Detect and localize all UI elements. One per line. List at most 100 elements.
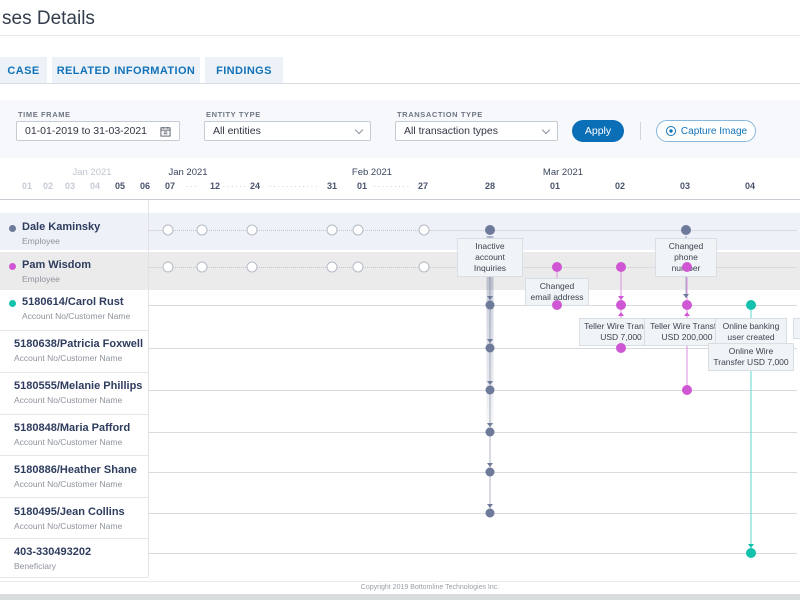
event-dot-online-banking[interactable] <box>746 300 756 310</box>
entity-subtitle: Employee <box>22 236 60 246</box>
tab-findings[interactable]: FINDINGS <box>205 57 283 84</box>
event-dot[interactable] <box>485 343 495 353</box>
time-frame-value: 01-01-2019 to 31-03-2021 <box>25 125 148 137</box>
row-separator <box>0 372 148 373</box>
bottom-strip <box>0 594 800 600</box>
tab-related-information-label: RELATED INFORMATION <box>56 64 196 77</box>
arrow-down-icon <box>487 463 493 467</box>
event-dot[interactable] <box>616 300 626 310</box>
day-tick: 03 <box>679 181 691 191</box>
row-separator <box>0 577 148 578</box>
timeline-event-circle[interactable] <box>418 224 430 236</box>
entity-name[interactable]: 5180848/Maria Pafford <box>14 422 131 434</box>
event-dot[interactable] <box>552 300 562 310</box>
transaction-type-value: All transaction types <box>404 125 498 137</box>
transaction-type-label: TRANSACTION TYPE <box>397 110 483 119</box>
entity-name[interactable]: Pam Wisdom <box>22 259 91 271</box>
day-tick: 02 <box>614 181 626 191</box>
arrow-down-icon <box>487 423 493 427</box>
entity-type-value: All entities <box>213 125 261 137</box>
entity-subtitle: Account No/Customer Name <box>14 479 123 489</box>
arrow-down-icon <box>487 381 493 385</box>
title-divider <box>0 35 800 36</box>
day-tick: 04 <box>89 181 101 191</box>
tick-gap-dots: ········· <box>373 182 411 191</box>
day-tick: 24 <box>249 181 261 191</box>
tab-related-information[interactable]: RELATED INFORMATION <box>52 57 200 84</box>
entity-name[interactable]: 5180614/Carol Rust <box>22 296 124 308</box>
event-dot[interactable] <box>746 548 756 558</box>
day-tick: 27 <box>417 181 429 191</box>
track-line-dotted <box>163 230 430 231</box>
entity-name[interactable]: 5180638/Patricia Foxwell <box>14 338 144 350</box>
arrow-up-icon <box>684 312 690 316</box>
timeline-event-circle[interactable] <box>162 261 174 273</box>
apply-button[interactable]: Apply <box>572 120 624 142</box>
day-tick: 01 <box>549 181 561 191</box>
event-label: Online Wire Transfer USD 7,000 <box>708 343 794 372</box>
capture-image-button[interactable]: Capture Image <box>656 120 756 142</box>
event-dot[interactable] <box>682 300 692 310</box>
entity-name[interactable]: Dale Kaminsky <box>22 221 101 233</box>
track-line <box>430 230 797 231</box>
timeline-event-circle[interactable] <box>246 224 258 236</box>
event-label-partial <box>793 318 800 339</box>
entity-dot <box>9 225 16 232</box>
apply-button-label: Apply <box>584 125 612 137</box>
day-tick: 01 <box>356 181 368 191</box>
event-dot[interactable] <box>485 385 495 395</box>
event-dot-teller-wire-7000[interactable] <box>616 262 626 272</box>
arrow-down-icon <box>683 294 689 298</box>
entity-subtitle: Account No/Customer Name <box>14 437 123 447</box>
event-label: Inactive account Inquiries <box>457 238 523 278</box>
timeline-event-circle[interactable] <box>352 261 364 273</box>
timeline-event-circle[interactable] <box>326 224 338 236</box>
event-dot[interactable] <box>616 343 626 353</box>
tab-case[interactable]: CASE <box>0 57 47 84</box>
event-dot-changed-phone[interactable] <box>681 225 691 235</box>
event-dot[interactable] <box>485 427 495 437</box>
entity-dot <box>9 300 16 307</box>
day-tick: 12 <box>209 181 221 191</box>
timeline-event-circle[interactable] <box>162 224 174 236</box>
day-tick: 05 <box>114 181 126 191</box>
entity-name[interactable]: 5180495/Jean Collins <box>14 506 125 518</box>
page-title: ses Details <box>2 8 95 29</box>
event-dot[interactable] <box>485 508 495 518</box>
event-dot[interactable] <box>485 300 495 310</box>
event-label: Online banking user created <box>715 318 787 347</box>
entity-dot <box>9 263 16 270</box>
day-tick: 06 <box>139 181 151 191</box>
entity-name[interactable]: 5180555/Melanie Phillips <box>14 380 143 392</box>
event-connector <box>750 305 752 551</box>
event-dot[interactable] <box>485 467 495 477</box>
timeline-event-circle[interactable] <box>246 261 258 273</box>
time-frame-input[interactable]: 01-01-2019 to 31-03-2021 <box>16 121 180 141</box>
transaction-type-select[interactable]: All transaction types <box>395 121 558 141</box>
track-line-dotted <box>163 267 430 268</box>
entity-type-label: ENTITY TYPE <box>206 110 261 119</box>
capture-icon <box>665 126 676 136</box>
event-dot[interactable] <box>682 385 692 395</box>
entity-subtitle: Account No/Customer Name <box>14 521 123 531</box>
chevron-down-icon <box>541 125 551 134</box>
timeline-event-circle[interactable] <box>196 224 208 236</box>
timeline-event-circle[interactable] <box>326 261 338 273</box>
track-line <box>148 348 797 349</box>
timeline-event-circle[interactable] <box>196 261 208 273</box>
track-line <box>148 305 797 306</box>
day-tick: 01 <box>21 181 33 191</box>
entity-name[interactable]: 403-330493202 <box>14 546 92 558</box>
track-line <box>148 513 797 514</box>
event-dot-changed-email[interactable] <box>552 262 562 272</box>
entity-subtitle: Account No/Customer Name <box>14 395 123 405</box>
entity-type-select[interactable]: All entities <box>204 121 371 141</box>
event-dot-teller-wire-200000[interactable] <box>682 262 692 272</box>
entity-name[interactable]: 5180886/Heather Shane <box>14 464 137 476</box>
calendar-icon[interactable] <box>160 126 171 137</box>
month-label: Mar 2021 <box>542 167 584 178</box>
timeline-event-circle[interactable] <box>352 224 364 236</box>
tick-gap-dots: ··· <box>185 182 199 191</box>
event-dot-inactive-account[interactable] <box>485 225 495 235</box>
timeline-event-circle[interactable] <box>418 261 430 273</box>
